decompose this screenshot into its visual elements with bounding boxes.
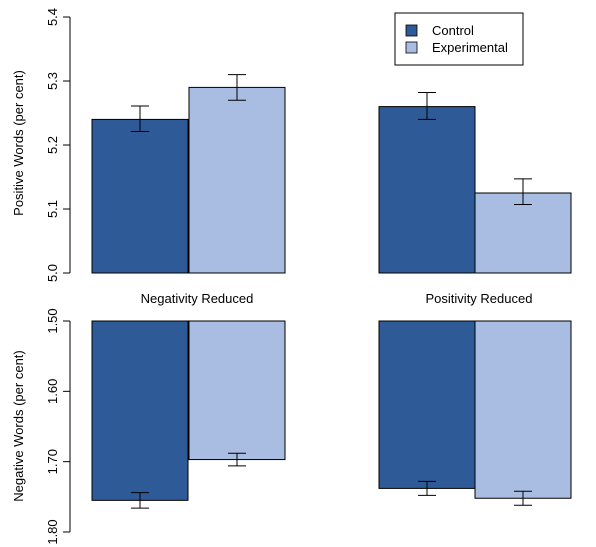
top-bar-control-1 (378, 106, 476, 274)
bottom-bar-control-1 (378, 320, 476, 489)
top-bar-experimental-0 (188, 86, 286, 274)
top-y-tick-label: 5.2 (45, 136, 60, 154)
bottom-y-tick-label: 1.70 (45, 449, 60, 474)
legend-label-control: Control (432, 23, 474, 38)
legend-swatch-experimental (405, 41, 418, 54)
bottom-bar-control-0 (91, 320, 189, 501)
bottom-y-tick-label: 1.80 (45, 519, 60, 544)
top-y-tick-label: 5.3 (45, 72, 60, 90)
top-bar-control-0 (91, 118, 189, 274)
bottom-y-axis-title: Negative Words (per cent) (11, 350, 26, 502)
bottom-bar-experimental-0 (188, 320, 286, 461)
legend-swatch-control (405, 24, 418, 37)
top-y-tick-label: 5.0 (45, 264, 60, 282)
group-label-negativity-reduced: Negativity Reduced (141, 291, 254, 306)
top-y-tick-label: 5.1 (45, 200, 60, 218)
plot-layer: 5.0 5.1 5.2 5.3 5.4 1.50 1.60 1.70 1.80 (45, 8, 572, 545)
legend-label-experimental: Experimental (432, 40, 508, 55)
legend: Control Experimental (394, 12, 524, 66)
legend-box (394, 12, 524, 66)
bottom-y-tick-label: 1.60 (45, 379, 60, 404)
top-y-tick-label: 5.4 (45, 8, 60, 26)
group-label-positivity-reduced: Positivity Reduced (426, 291, 533, 306)
top-y-axis-title: Positive Words (per cent) (11, 70, 26, 216)
bottom-y-tick-label: 1.50 (45, 308, 60, 333)
top-bar-experimental-1 (474, 192, 572, 274)
bottom-bar-experimental-1 (474, 320, 572, 499)
